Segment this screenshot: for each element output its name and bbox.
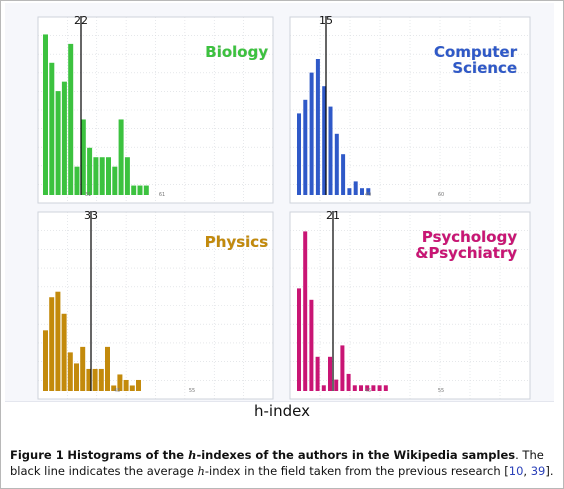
panel-cs: 40 60 15 <box>289 14 531 204</box>
caption-text-2: -index in the field taken from the previ… <box>204 464 509 478</box>
histogram-bar-biology-1 <box>49 62 55 196</box>
histogram-bar-cs-9 <box>353 181 358 195</box>
caption-math-h-1: h <box>188 448 197 462</box>
x-tick-label-physics-0: 45 <box>114 388 120 394</box>
histogram-bar-biology-12 <box>118 119 124 195</box>
caption-end: ]. <box>545 464 554 478</box>
histogram-bar-psych-11 <box>365 385 370 391</box>
histogram-bar-cs-11 <box>366 188 371 195</box>
histogram-bar-physics-8 <box>92 368 98 391</box>
histogram-bar-cs-1 <box>303 99 308 195</box>
histogram-bar-psych-7 <box>340 345 345 391</box>
panel-title-psychology-psychiatry: Psychology &Psychiatry <box>415 228 517 262</box>
histogram-bar-psych-6 <box>334 379 339 391</box>
x-tick-label-cs-0: 40 <box>365 192 371 198</box>
x-tick-label-psych-0: 45 <box>365 388 371 394</box>
figure-caption: Figure 1 Histograms of the h-indexes of … <box>10 447 554 479</box>
histogram-bar-psych-1 <box>303 231 308 391</box>
histogram-bar-physics-3 <box>61 313 67 391</box>
histogram-bar-biology-5 <box>74 166 80 195</box>
histogram-bar-physics-7 <box>86 368 92 391</box>
histogram-bar-physics-14 <box>129 385 135 391</box>
histogram-bar-physics-10 <box>105 346 110 391</box>
x-axis-label: h-index <box>254 402 310 420</box>
mean-label-biology: 22 <box>74 14 88 27</box>
panel-title-physics: Physics <box>204 233 268 251</box>
histogram-bar-cs-8 <box>347 188 352 195</box>
x-tick-label-cs-1: 60 <box>438 192 444 198</box>
histogram-bar-cs-10 <box>360 188 364 195</box>
histogram-bar-physics-1 <box>49 297 55 391</box>
histogram-bar-cs-4 <box>322 86 327 195</box>
caption-math-h-2: h <box>197 464 205 478</box>
histogram-bar-psych-4 <box>321 385 326 391</box>
histogram-bar-biology-0 <box>43 34 48 195</box>
citation-link-10[interactable]: 10 <box>508 464 524 478</box>
histogram-bar-biology-7 <box>87 147 93 195</box>
x-tick-label-psych-1: 55 <box>438 388 444 394</box>
histogram-bar-biology-8 <box>93 157 99 195</box>
mean-label-psych: 21 <box>326 209 340 222</box>
histogram-bar-psych-8 <box>346 373 351 391</box>
histogram-bar-psych-5 <box>328 356 332 391</box>
x-tick-label-physics-1: 55 <box>189 388 195 394</box>
histogram-bar-physics-12 <box>117 374 123 391</box>
histogram-bar-biology-13 <box>124 157 130 195</box>
histogram-bar-psych-2 <box>309 299 314 391</box>
panel-physics: 45 55 33 <box>37 209 274 400</box>
x-tick-label-biology-0: 31 <box>85 192 91 198</box>
caption-text-1: . The black line indicates the average <box>10 448 544 478</box>
histogram-bar-biology-9 <box>99 157 105 195</box>
histogram-bar-psych-9 <box>352 385 357 391</box>
mean-label-cs: 15 <box>319 14 333 27</box>
x-tick-label-biology-1: 61 <box>159 192 165 198</box>
histogram-bar-biology-16 <box>143 185 149 195</box>
histogram-bar-cs-3 <box>315 59 320 195</box>
histogram-bar-cs-5 <box>328 106 333 195</box>
caption-bold-text-1: Histograms of the <box>67 448 189 462</box>
histogram-bar-biology-4 <box>68 43 74 196</box>
histogram-bar-physics-15 <box>136 379 141 391</box>
histogram-bar-physics-5 <box>74 363 79 391</box>
histogram-bar-biology-3 <box>61 81 67 195</box>
mean-label-physics: 33 <box>84 209 98 222</box>
histogram-bar-psych-14 <box>383 385 388 391</box>
histogram-bar-psych-12 <box>371 385 376 391</box>
histogram-bar-psych-3 <box>315 356 320 391</box>
caption-label: Figure 1 <box>10 448 64 462</box>
histogram-bar-biology-15 <box>137 185 143 195</box>
histogram-bar-cs-7 <box>341 154 346 195</box>
panel-title-biology: Biology <box>205 43 268 61</box>
histogram-bar-physics-0 <box>43 330 48 391</box>
panel-psych: 45 55 21 <box>289 209 531 400</box>
histogram-bar-biology-11 <box>112 166 118 195</box>
histogram-bar-physics-9 <box>98 368 104 391</box>
histogram-bar-psych-10 <box>359 385 363 391</box>
histogram-bar-cs-0 <box>297 113 301 195</box>
panel-title-computer-science: Computer Science <box>433 43 517 77</box>
panel-biology: 31 61 22 <box>37 14 274 204</box>
histogram-bar-physics-4 <box>67 352 73 391</box>
histogram-bar-cs-2 <box>309 72 314 195</box>
histogram-bar-physics-2 <box>55 291 61 391</box>
histogram-bar-biology-2 <box>55 91 61 195</box>
histogram-bar-biology-6 <box>80 119 86 195</box>
histogram-bar-biology-14 <box>131 185 137 195</box>
histogram-bar-psych-13 <box>377 385 382 391</box>
histogram-bar-psych-0 <box>297 288 301 391</box>
histogram-bar-biology-10 <box>106 157 111 195</box>
histogram-bar-physics-13 <box>123 379 129 391</box>
caption-bold-text-2: -indexes of the authors in the Wikipedia… <box>196 448 516 462</box>
citation-link-39[interactable]: 39 <box>530 464 546 478</box>
histogram-bar-cs-6 <box>334 133 339 195</box>
histogram-bar-physics-6 <box>80 346 86 391</box>
histogram-bar-physics-11 <box>111 385 117 391</box>
caption-cite-separator: , <box>523 464 531 478</box>
